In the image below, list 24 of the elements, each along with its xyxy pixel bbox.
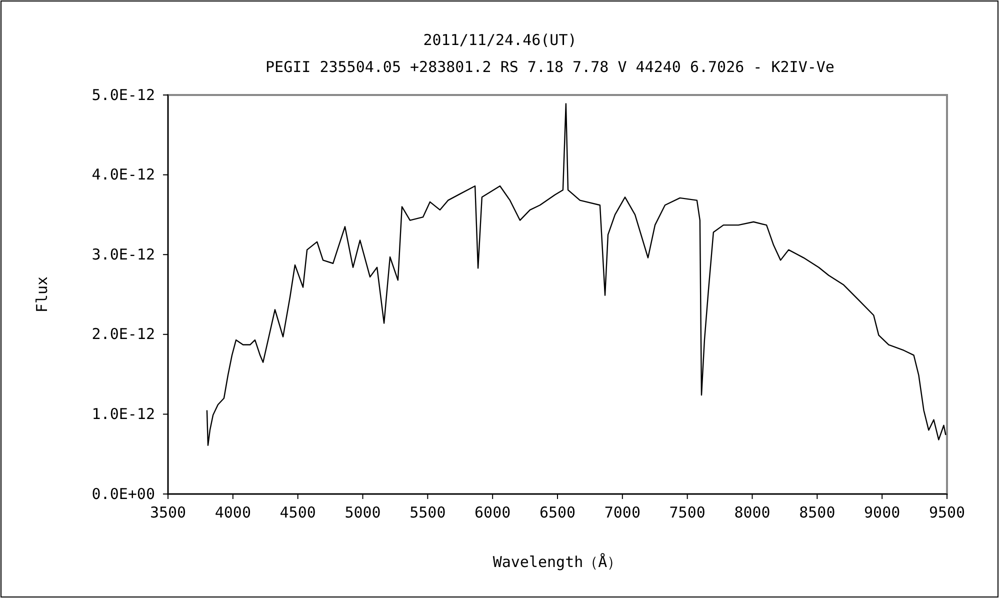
chart-title: 2011/11/24.46(UT) (423, 31, 577, 49)
x-tick-label: 3500 (150, 504, 186, 522)
y-tick-label: 2.0E-12 (92, 325, 155, 344)
y-tick-label: 5.0E-12 (92, 86, 155, 104)
x-tick-label: 6500 (539, 504, 576, 522)
chart-subtitle: PEGII 235504.05 +283801.2 RS 7.18 7.78 V 44240 6.7026 - K2IV-Ve (266, 58, 834, 76)
x-tick-label: 9000 (864, 504, 900, 522)
x-tick-label: 7000 (604, 504, 640, 522)
x-tick-label: 7500 (669, 504, 706, 522)
y-axis-title: Flux (33, 276, 51, 313)
x-tick-label: 8500 (799, 504, 836, 522)
y-tick-label: 3.0E-12 (92, 245, 155, 264)
x-tick-label: 6000 (474, 504, 511, 522)
x-tick-label: 4500 (280, 504, 316, 522)
x-tick-label: 5500 (410, 504, 446, 522)
x-tick-label: 9500 (928, 504, 966, 522)
x-axis-title: Wavelength（Å） (492, 553, 622, 571)
y-tick-label: 0.0E+00 (92, 484, 155, 503)
x-tick-label: 4000 (214, 504, 251, 522)
y-tick-label: 1.0E-12 (92, 405, 155, 423)
line-series (206, 103, 946, 446)
x-tick-label: 5000 (344, 504, 381, 522)
x-tick-label: 8000 (734, 504, 770, 522)
y-tick-label: 4.0E-12 (92, 166, 155, 184)
